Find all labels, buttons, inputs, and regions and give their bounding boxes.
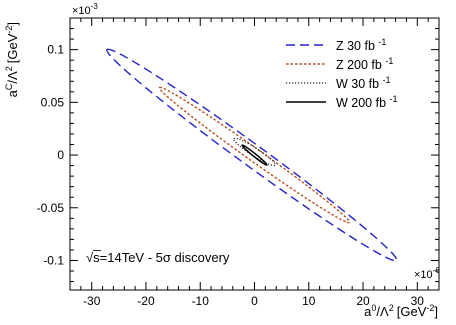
legend-label: Z 200 fb -1 [336,56,393,72]
ellipse-contour [106,48,398,262]
energy-annotation: √s=14TeV - 5σ discovery [86,250,230,265]
series-layer [106,48,398,262]
axis-ticks: -30 -20 -10 0 10 20 30 -0.1 -0.05 0 0.05 0.1 [37,17,440,308]
ellipse-contour [158,86,351,224]
x-tick-label: 0 [251,294,258,308]
y-tick-label: 0.05 [41,95,65,109]
y-tick-label: -0.05 [37,201,65,215]
x-tick-label: -10 [192,294,210,308]
y-tick-label: -0.1 [43,253,64,267]
legend-label: Z 30 fb -1 [336,37,386,53]
x-axis-title: a0/Λ2 [GeV-2] [364,303,438,319]
x-tick-label: 30 [411,294,425,308]
y-axis-title: aC/Λ2[GeV-2] [4,22,20,97]
y-tick-label: 0.1 [47,43,64,57]
y-axis-multiplier: ×10-3 [72,2,98,17]
x-tick-label: 20 [356,294,370,308]
x-axis-multiplier: ×10-6 [414,266,440,281]
legend-label: W 200 fb -1 [336,94,398,110]
y-tick-label: 0 [57,148,64,162]
legend: Z 30 fb -1 Z 200 fb -1 W 30 fb -1 W 200 fb … [286,37,398,110]
ellipse-contour [241,144,268,166]
legend-label: W 30 fb -1 [336,75,391,91]
x-tick-label: 10 [302,294,316,308]
x-tick-label: -20 [137,294,155,308]
x-tick-label: -30 [83,294,101,308]
